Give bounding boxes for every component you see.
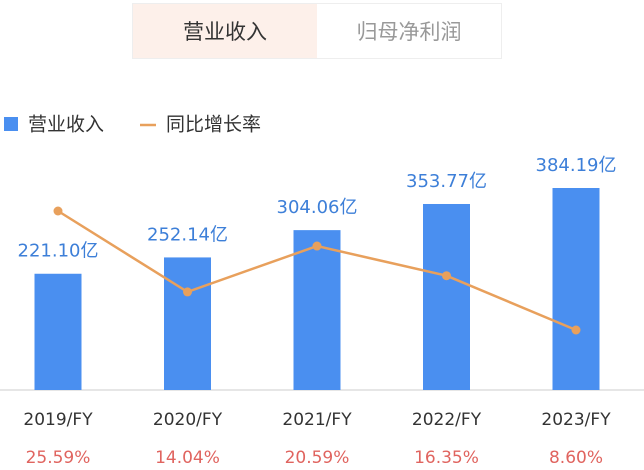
growth-label: 14.04% bbox=[155, 448, 220, 468]
x-tick-label: 2020/FY bbox=[153, 410, 223, 430]
growth-point bbox=[312, 241, 322, 251]
bar-value-label: 353.77亿 bbox=[406, 171, 487, 192]
bar bbox=[164, 257, 211, 390]
legend-label: 同比增长率 bbox=[166, 114, 261, 136]
bar-value-label: 384.19亿 bbox=[536, 155, 617, 176]
tab[interactable]: 归母净利润 bbox=[356, 20, 462, 44]
growth-label: 8.60% bbox=[549, 448, 603, 468]
bar-value-label: 221.10亿 bbox=[18, 241, 99, 262]
x-tick-label: 2022/FY bbox=[412, 410, 482, 430]
bar-value-label: 304.06亿 bbox=[277, 197, 358, 218]
bar bbox=[293, 230, 341, 390]
growth-point bbox=[442, 271, 451, 281]
bar-value-label: 252.14亿 bbox=[147, 224, 228, 245]
bar bbox=[423, 203, 470, 390]
growth-label: 25.59% bbox=[26, 448, 91, 468]
bar bbox=[34, 273, 82, 390]
legend-swatch bbox=[4, 117, 18, 131]
bar bbox=[552, 188, 600, 390]
growth-point bbox=[571, 325, 581, 335]
x-tick-label: 2023/FY bbox=[541, 410, 611, 430]
growth-label: 20.59% bbox=[285, 448, 350, 468]
legend-label: 营业收入 bbox=[28, 114, 104, 136]
growth-point bbox=[53, 206, 63, 216]
tab[interactable]: 营业收入 bbox=[133, 4, 317, 58]
growth-point bbox=[183, 287, 192, 297]
tab-bar: 营业收入 归母净利润 bbox=[132, 3, 502, 59]
growth-label: 16.35% bbox=[414, 448, 479, 468]
x-tick-label: 2019/FY bbox=[23, 410, 93, 430]
x-tick-label: 2021/FY bbox=[282, 410, 352, 430]
